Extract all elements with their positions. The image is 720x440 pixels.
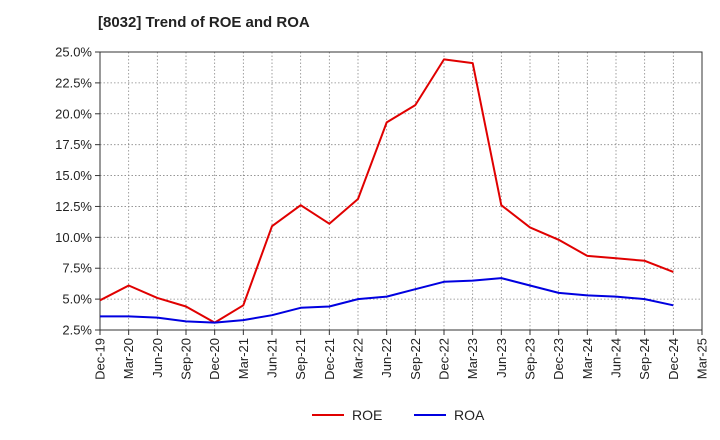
x-tick-label: Dec-23 bbox=[551, 338, 566, 380]
y-tick-label: 17.5% bbox=[55, 137, 92, 152]
x-tick-label: Mar-23 bbox=[465, 338, 480, 379]
x-tick-label: Sep-23 bbox=[523, 338, 538, 380]
y-tick-label: 15.0% bbox=[55, 168, 92, 183]
y-tick-label: 7.5% bbox=[62, 261, 92, 276]
y-tick-label: 12.5% bbox=[55, 199, 92, 214]
y-tick-label: 22.5% bbox=[55, 75, 92, 90]
x-tick-label: Dec-21 bbox=[322, 338, 337, 380]
x-tick-label: Jun-21 bbox=[265, 338, 280, 378]
y-tick-label: 2.5% bbox=[62, 323, 92, 338]
x-tick-label: Sep-24 bbox=[637, 338, 652, 380]
x-tick-label: Sep-21 bbox=[293, 338, 308, 380]
y-tick-label: 20.0% bbox=[55, 106, 92, 121]
x-tick-label: Jun-20 bbox=[150, 338, 165, 378]
x-tick-label: Mar-25 bbox=[695, 338, 710, 379]
plot-frame bbox=[99, 51, 703, 331]
x-tick-label: Mar-22 bbox=[351, 338, 366, 379]
series-line-roa bbox=[100, 277, 674, 324]
x-tick-label: Dec-24 bbox=[666, 338, 681, 380]
x-tick-label: Mar-24 bbox=[580, 338, 595, 379]
legend-label-roa: ROA bbox=[454, 407, 485, 423]
x-tick-label: Sep-22 bbox=[408, 338, 423, 380]
x-tick-label: Jun-22 bbox=[379, 338, 394, 378]
x-tick-label: Mar-21 bbox=[236, 338, 251, 379]
legend-label-roe: ROE bbox=[352, 407, 382, 423]
y-tick-label: 10.0% bbox=[55, 230, 92, 245]
chart-title: [8032] Trend of ROE and ROA bbox=[98, 14, 310, 31]
series-line-roe bbox=[99, 58, 674, 324]
x-tick-label: Dec-22 bbox=[437, 338, 452, 380]
x-tick-label: Mar-20 bbox=[121, 338, 136, 379]
y-tick-label: 25.0% bbox=[55, 45, 92, 60]
x-tick-label: Dec-19 bbox=[93, 338, 108, 380]
x-tick-label: Jun-24 bbox=[609, 338, 624, 378]
x-tick-label: Dec-20 bbox=[207, 338, 222, 380]
y-tick-label: 5.0% bbox=[62, 292, 92, 307]
x-tick-label: Jun-23 bbox=[494, 338, 509, 378]
x-tick-label: Sep-20 bbox=[179, 338, 194, 380]
